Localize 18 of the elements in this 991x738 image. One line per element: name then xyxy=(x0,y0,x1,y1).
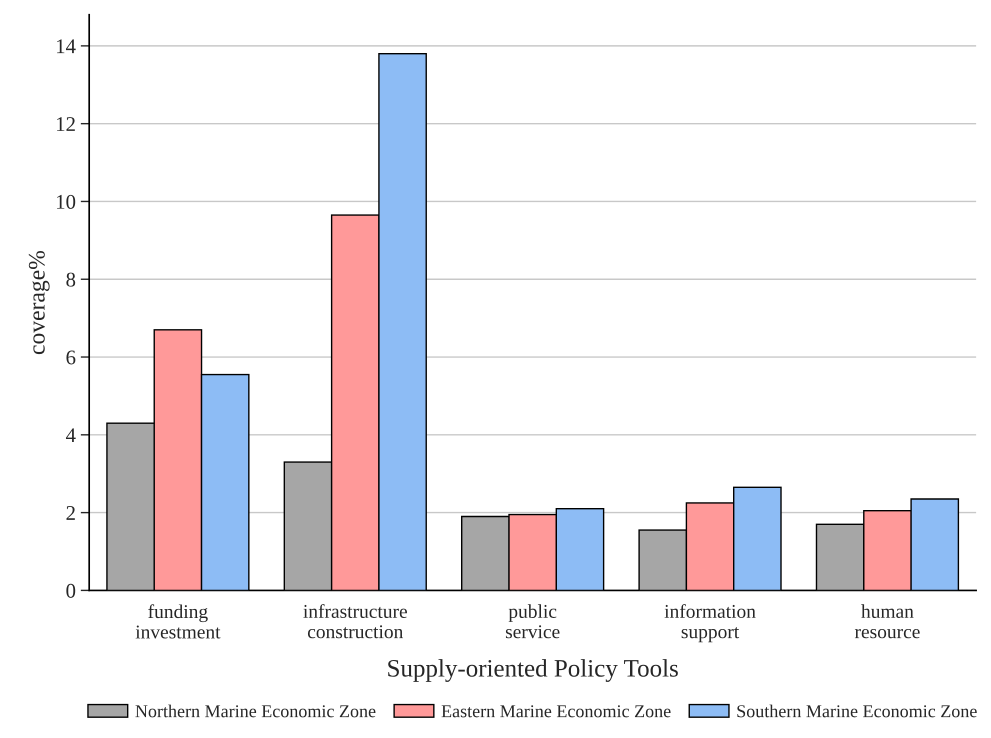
legend-label: Eastern Marine Economic Zone xyxy=(442,705,671,718)
x-axis-title: Supply-oriented Policy Tools xyxy=(388,659,678,682)
y-axis-title: coverage% xyxy=(28,250,50,354)
y-tick-label: 0 xyxy=(66,584,76,598)
x-tick-label: funding investment xyxy=(136,604,220,639)
x-tick-label: information support xyxy=(664,604,756,642)
y-tick-label: 14 xyxy=(56,39,76,54)
legend-label: Southern Marine Economic Zone xyxy=(737,704,977,718)
y-tick-label: 10 xyxy=(56,194,76,209)
x-tick-label: infrastructure construction xyxy=(303,604,407,638)
legend-label: Northern Marine Economic Zone xyxy=(135,704,376,718)
y-tick-label: 2 xyxy=(66,506,75,520)
x-tick-label: human resource xyxy=(854,604,920,638)
y-tick-label: 6 xyxy=(66,350,76,364)
x-tick-label: public service xyxy=(506,604,560,638)
y-tick-label: 4 xyxy=(66,428,76,442)
y-tick-label: 12 xyxy=(56,117,75,131)
y-tick-label: 8 xyxy=(66,272,76,287)
